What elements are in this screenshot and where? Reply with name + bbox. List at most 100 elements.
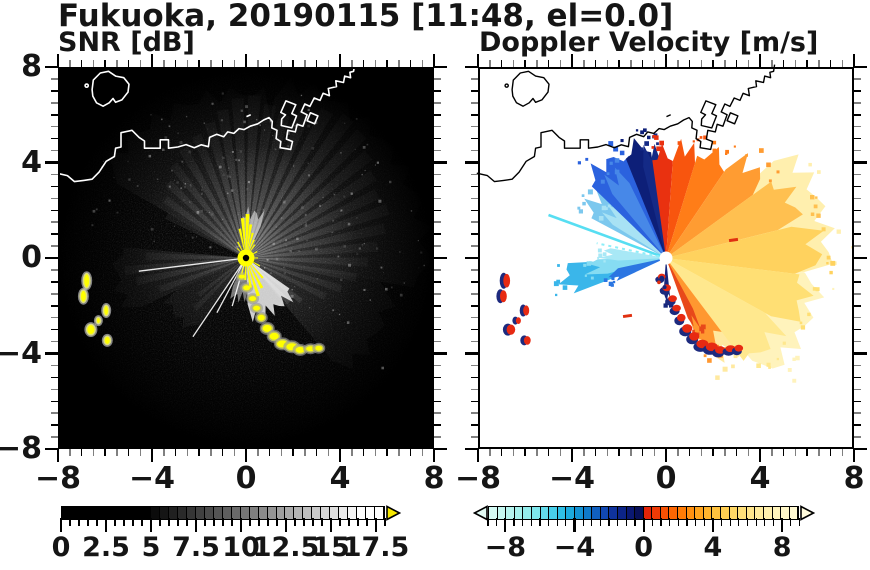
colorbar-tick <box>694 518 697 526</box>
y-tick <box>465 161 478 164</box>
x-tick <box>618 449 620 456</box>
x-tick <box>476 449 480 462</box>
colorbar-segment <box>187 507 197 519</box>
x-tick <box>409 449 412 456</box>
y-tick <box>854 114 861 116</box>
colorbar-tick <box>312 518 314 526</box>
x-tick <box>56 54 60 67</box>
colorbar-segment <box>669 507 679 519</box>
x-tick <box>327 60 329 67</box>
x-tick <box>80 449 83 456</box>
x-tick <box>92 60 94 67</box>
x-axis-label: −8 <box>34 461 82 496</box>
x-tick <box>829 449 832 456</box>
snr-clutter-echo <box>84 322 98 338</box>
colorbar-tick <box>132 518 134 526</box>
colorbar-tick <box>573 518 576 532</box>
x-tick <box>559 449 561 456</box>
vel-map-panel <box>465 54 867 462</box>
colorbar-label: −4 <box>553 532 596 563</box>
x-tick <box>512 60 514 67</box>
x-tick <box>771 60 773 67</box>
colorbar-segment <box>312 507 322 519</box>
x-tick <box>374 60 376 67</box>
x-tick <box>594 60 597 67</box>
y-tick <box>51 185 58 188</box>
x-tick <box>116 449 118 456</box>
y-axis-label: −4 <box>0 335 42 371</box>
y-tick <box>434 173 441 176</box>
colorbar-segment <box>70 507 80 519</box>
colorbar-segment <box>79 507 89 519</box>
x-tick <box>386 449 388 456</box>
y-tick <box>854 209 861 211</box>
x-tick <box>500 60 503 67</box>
colorbar-segment <box>523 507 532 519</box>
colorbar-label: 5 <box>141 532 161 563</box>
y-tick <box>471 436 478 438</box>
y-tick <box>471 376 478 379</box>
colorbar-segment <box>97 507 107 519</box>
x-tick <box>92 449 94 456</box>
colorbar-segment <box>142 507 152 519</box>
y-tick <box>471 424 478 426</box>
y-tick <box>465 447 478 451</box>
x-tick <box>489 60 491 67</box>
colorbar-segment <box>652 507 661 519</box>
snr-spoke <box>191 133 246 258</box>
snr-spoke <box>162 196 246 258</box>
colorbar-tick <box>177 518 179 526</box>
colorbar-segment <box>276 507 286 519</box>
y-tick <box>471 316 478 319</box>
colorbar-segment <box>489 507 498 519</box>
x-tick <box>606 449 608 456</box>
snr-spoke <box>246 108 333 258</box>
snr-map <box>56 64 434 449</box>
x-tick <box>233 449 235 456</box>
colorbar-tick <box>738 518 740 526</box>
colorbar-under-arrow <box>472 505 488 521</box>
y-tick <box>854 65 867 69</box>
x-tick <box>852 449 856 462</box>
snr-map-panel <box>45 54 447 462</box>
colorbar-tick <box>149 518 153 532</box>
vel-sector <box>666 226 824 274</box>
x-tick <box>374 449 376 456</box>
x-tick <box>570 449 574 462</box>
y-tick <box>471 149 478 152</box>
y-tick <box>51 78 58 80</box>
colorbar-tick <box>159 518 161 526</box>
x-tick <box>653 449 655 456</box>
snr-spoke <box>178 146 246 258</box>
vel-clutter-echo <box>496 272 531 346</box>
x-tick <box>362 60 365 67</box>
x-axis-label: 4 <box>749 461 771 496</box>
y-tick <box>854 305 861 307</box>
snr-spoke <box>246 257 368 267</box>
colorbar-tick <box>366 518 368 526</box>
x-tick <box>127 60 130 67</box>
y-tick <box>854 281 861 283</box>
y-tick <box>45 65 58 69</box>
y-tick <box>471 185 478 188</box>
colorbar-tick <box>276 518 278 526</box>
y-tick <box>471 305 478 307</box>
vel-sector <box>666 138 695 258</box>
y-tick <box>45 161 58 164</box>
x-tick <box>221 60 224 67</box>
y-tick <box>51 173 58 176</box>
y-tick <box>854 149 861 152</box>
y-tick <box>434 233 441 235</box>
colorbar-segment <box>635 507 644 519</box>
x-tick <box>653 60 655 67</box>
x-tick <box>735 60 738 67</box>
snr-spoke <box>246 258 357 282</box>
y-tick <box>434 281 441 283</box>
y-axis-label: 0 <box>21 240 42 275</box>
colorbar-tick <box>239 518 243 532</box>
y-tick <box>51 149 58 152</box>
colorbar-segment <box>497 507 507 519</box>
x-tick <box>315 449 318 456</box>
y-tick <box>51 376 58 379</box>
colorbar-tick <box>582 518 584 526</box>
